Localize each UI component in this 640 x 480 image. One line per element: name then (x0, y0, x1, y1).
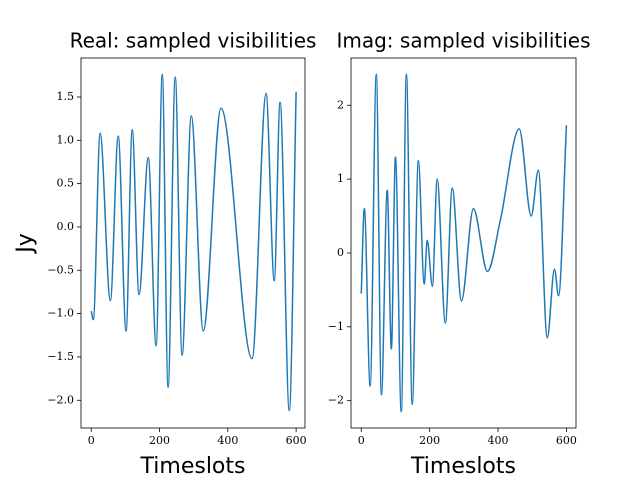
chart-title: Imag: sampled visibilities (336, 29, 590, 53)
x-tick-label: 0 (88, 434, 95, 447)
y-tick-label: 1.0 (57, 133, 75, 146)
y-tick-label: 2 (337, 98, 344, 111)
y-tick-label: 1 (337, 172, 344, 185)
y-tick-label: −2 (328, 394, 344, 407)
axes-frame (350, 57, 577, 429)
y-tick-label: −0.5 (47, 263, 74, 276)
data-line (90, 73, 297, 412)
chart-title: Real: sampled visibilities (70, 29, 317, 53)
x-tick-label: 400 (488, 434, 509, 447)
y-tick-label: 0 (337, 246, 344, 259)
y-tick-label: 1.5 (57, 90, 75, 103)
y-tick-label: −2.0 (47, 393, 74, 406)
y-tick-label: −1 (328, 320, 344, 333)
x-tick-label: 0 (358, 434, 365, 447)
axes-frame (80, 57, 306, 429)
x-axis-label: Timeslots (140, 454, 246, 479)
x-tick-label: 200 (149, 434, 170, 447)
data-line (360, 73, 568, 413)
x-tick-label: 600 (556, 434, 577, 447)
x-tick-label: 600 (286, 434, 307, 447)
x-axis-label: Timeslots (410, 454, 516, 479)
x-tick-label: 400 (217, 434, 238, 447)
y-axis-label: Jy (13, 233, 38, 255)
y-tick-label: −1.5 (47, 350, 74, 363)
y-tick-label: 0.5 (57, 177, 75, 190)
y-tick-label: 0.0 (57, 220, 75, 233)
y-tick-label: −1.0 (47, 307, 74, 320)
x-tick-label: 200 (419, 434, 440, 447)
